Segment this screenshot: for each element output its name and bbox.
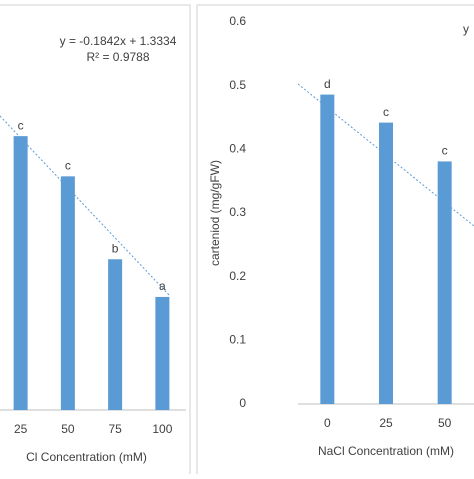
y-tick-label: 0.4 — [229, 142, 246, 156]
x-tick-label: 25 — [14, 422, 28, 436]
annotation: y = -0.1842x + 1.3334 — [60, 34, 177, 48]
x-axis-title: Cl Concentration (mM) — [26, 450, 147, 464]
x-tick-label: 0 — [324, 416, 331, 430]
y-axis-title: carteniod (mg/gFW) — [208, 160, 222, 266]
y-tick-label: 0.3 — [229, 205, 246, 219]
x-tick-label: 75 — [108, 422, 122, 436]
bar — [437, 161, 452, 404]
x-tick-label: 50 — [61, 422, 75, 436]
data-label: c — [18, 118, 24, 132]
data-label: d — [324, 77, 331, 91]
bar — [60, 176, 75, 410]
bar — [108, 259, 123, 410]
y-tick-label: 0.5 — [229, 78, 246, 92]
x-axis-title: NaCl Concentration (mM) — [318, 444, 454, 458]
y-tick-label: 0.2 — [229, 269, 246, 283]
bar — [320, 94, 335, 404]
data-label: c — [442, 144, 448, 158]
bar — [155, 296, 170, 410]
data-label: c — [65, 159, 71, 173]
data-label: c — [383, 105, 389, 119]
bar — [13, 136, 28, 410]
y-tick-label: 0 — [239, 396, 246, 410]
y-tick-label: 0.1 — [229, 333, 246, 347]
x-tick-label: 25 — [379, 416, 393, 430]
panel-frame — [0, 4, 191, 479]
annotation: y — [463, 22, 469, 36]
trendline — [0, 115, 171, 297]
bar — [379, 122, 393, 405]
y-tick-label: 0.6 — [229, 14, 246, 28]
annotation: R² = 0.9788 — [86, 50, 149, 64]
panel-frame — [196, 4, 474, 479]
data-label: b — [112, 241, 119, 255]
x-tick-label: 100 — [152, 422, 172, 436]
x-tick-label: 50 — [438, 416, 452, 430]
data-label: a — [159, 279, 166, 293]
